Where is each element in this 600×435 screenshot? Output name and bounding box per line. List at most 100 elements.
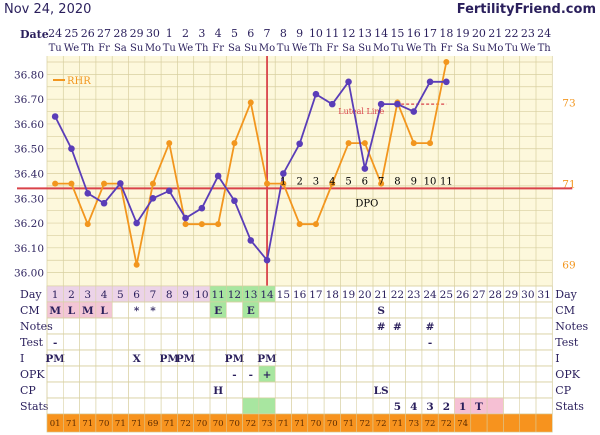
bottom_rhr-cell[interactable] [535,413,553,433]
temp-point[interactable] [182,214,189,222]
rhr-point[interactable] [198,221,205,228]
date-cell: 18 [439,27,453,40]
temp-point[interactable] [280,170,287,177]
temp-point[interactable] [263,256,271,264]
temp-point[interactable] [345,78,352,86]
temp-point[interactable] [198,204,206,212]
temp-point[interactable] [100,199,108,207]
weekday-cell: We [406,43,421,54]
temp-point[interactable] [133,219,140,227]
day-value: 17 [309,289,322,301]
day-value: 9 [182,289,189,301]
temp-point[interactable] [377,100,385,108]
date-cell: 6 [247,27,254,40]
rhr-point[interactable] [280,180,287,187]
day-value: 2 [68,289,75,301]
temp-point[interactable] [328,100,336,108]
temp-point[interactable] [68,145,75,153]
row-intercourse [46,349,553,367]
temp-point[interactable] [312,90,320,98]
stats-cell[interactable] [242,397,260,415]
test-value: - [428,337,432,349]
bottom_rhr-value: 70 [213,419,224,429]
temp-point[interactable] [296,140,303,148]
rhr-point[interactable] [443,59,450,65]
bottom_rhr-value: 72 [441,419,452,429]
temp-point[interactable] [361,165,369,172]
temp-point[interactable] [117,180,124,187]
temp-point[interactable] [149,194,157,202]
day-value: 19 [342,289,355,301]
temp-tick-label: 36.30 [14,193,44,205]
temp-point[interactable] [214,172,222,180]
row-test [46,333,553,351]
temp-point[interactable] [231,197,238,205]
rhr-point[interactable] [264,180,271,187]
bottom_rhr-cell[interactable] [470,413,488,433]
weekday-cell: Th [538,43,552,54]
dpo-number: 6 [362,176,368,187]
stats-cell[interactable] [258,397,276,415]
temp-point[interactable] [426,78,434,86]
temp-point[interactable] [165,187,173,195]
temp-point[interactable] [84,190,92,197]
weekday-cell: We [520,43,535,54]
notes-value: # [377,321,386,333]
bottom_rhr-value: 74 [457,419,468,429]
date-cell: 16 [407,27,421,40]
day-value: 22 [391,289,404,301]
test-value: - [53,337,57,349]
rhr-point[interactable] [52,180,59,187]
rhr-point[interactable] [133,261,140,268]
bottom_rhr-cell[interactable] [519,413,537,433]
date-cell: 9 [296,27,303,40]
rhr-point[interactable] [361,140,368,147]
weekday-cell: Tu [277,43,291,54]
date-cell: 17 [423,27,437,40]
date-cell: 4 [215,27,222,40]
bottom_rhr-cell[interactable] [503,413,520,433]
rhr-point[interactable] [378,180,385,187]
rhr-point[interactable] [68,180,75,187]
row-label-right: Notes [555,320,588,333]
rhr-point[interactable] [166,140,173,147]
rhr-point[interactable] [296,221,303,228]
temp-tick-label: 36.00 [14,268,44,280]
day-value: 31 [537,289,550,301]
bottom_rhr-value: 73 [262,419,273,429]
temp-tick-label: 36.80 [14,69,44,81]
site-name[interactable]: FertilityFriend.com [456,2,596,17]
rhr-point[interactable] [329,180,336,187]
temp-point[interactable] [247,237,255,244]
row-label-left: CM [20,304,40,317]
date-row-label: Date [20,28,49,41]
temp-point[interactable] [394,100,401,108]
rhr-point[interactable] [247,99,254,106]
rhr-point[interactable] [101,180,108,187]
day-value: 14 [260,289,274,301]
rhr-point[interactable] [312,221,319,228]
day-value: 8 [166,289,173,301]
rhr-point[interactable] [149,180,156,187]
stats-cell[interactable] [486,397,504,415]
rhr-point[interactable] [427,140,434,147]
rhr-point[interactable] [345,140,352,147]
stats-value: 2 [443,401,450,413]
rhr-point[interactable] [231,140,238,147]
row-label-right: CP [555,384,571,397]
temp-point[interactable] [443,78,450,86]
date-cell: 21 [488,27,502,40]
intercourse-value: PM [257,353,277,365]
temp-point[interactable] [51,113,59,120]
rhr-point[interactable] [410,140,417,147]
weekday-cell: Mo [373,43,389,54]
date-cell: 24 [537,27,551,40]
stats-value: 1 [459,401,466,413]
temp-point[interactable] [410,108,418,115]
bottom_rhr-value: 70 [311,419,322,429]
rhr-point[interactable] [84,221,91,228]
bottom_rhr-cell[interactable] [486,413,504,433]
rhr-point[interactable] [182,221,189,228]
rhr-point[interactable] [215,221,222,228]
rhr-tick-label: 69 [562,260,575,272]
